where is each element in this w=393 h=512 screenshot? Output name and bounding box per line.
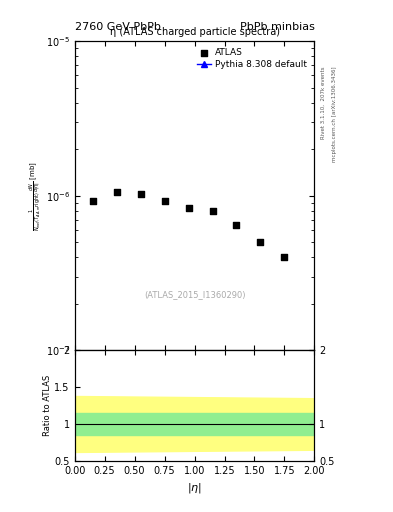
Text: (ATLAS_2015_I1360290): (ATLAS_2015_I1360290) [144,290,245,299]
Text: PbPb minbias: PbPb minbias [239,22,314,32]
X-axis label: $|\eta|$: $|\eta|$ [187,481,202,495]
ATLAS [90,197,96,205]
Y-axis label: Ratio to ATLAS: Ratio to ATLAS [43,375,51,436]
ATLAS [185,204,192,212]
Text: mcplots.cern.ch [arXiv:1306.3436]: mcplots.cern.ch [arXiv:1306.3436] [332,67,337,162]
ATLAS [138,189,144,198]
Text: 2760 GeV PbPb: 2760 GeV PbPb [75,22,161,32]
Legend: ATLAS, Pythia 8.308 default: ATLAS, Pythia 8.308 default [195,46,310,72]
ATLAS [114,188,120,197]
ATLAS [281,253,288,261]
ATLAS [162,197,168,205]
ATLAS [233,221,240,229]
Y-axis label: $\frac{1}{N_\mathrm{inel}\langle T_{AA,m}\mathrm{right}\rangle}\frac{dN}{d|\eta|: $\frac{1}{N_\mathrm{inel}\langle T_{AA,m… [28,161,43,230]
ATLAS [209,206,216,215]
Text: Rivet 3.1.10,  207k events: Rivet 3.1.10, 207k events [320,67,325,139]
Title: η (ATLAS charged particle spectra): η (ATLAS charged particle spectra) [110,28,279,37]
ATLAS [257,238,264,246]
